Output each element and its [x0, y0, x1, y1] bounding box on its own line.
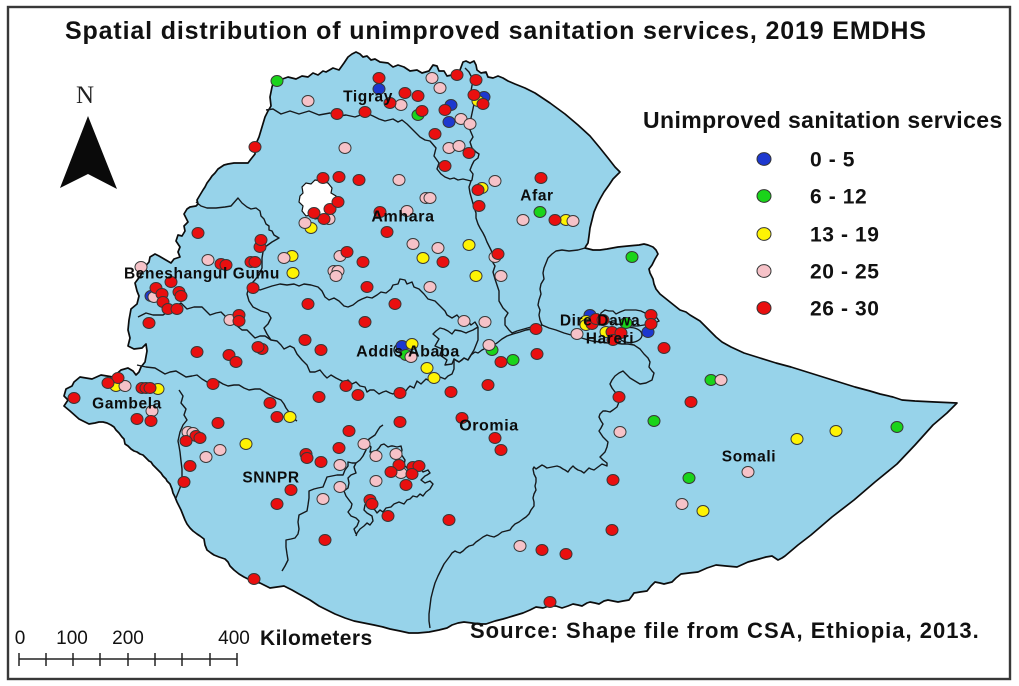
svg-text:Gambela: Gambela — [92, 396, 162, 413]
svg-text:26 - 30: 26 - 30 — [810, 298, 880, 321]
svg-text:Spatial distribution of unimpr: Spatial distribution of unimproved sanit… — [65, 17, 927, 45]
svg-text:400: 400 — [218, 628, 250, 649]
svg-text:Tigray: Tigray — [343, 89, 393, 106]
svg-text:Somali: Somali — [722, 449, 776, 466]
svg-text:Amhara: Amhara — [371, 209, 434, 226]
svg-text:Unimproved sanitation services: Unimproved sanitation services — [643, 107, 1003, 133]
svg-text:6 - 12: 6 - 12 — [810, 186, 867, 209]
svg-text:Kilometers: Kilometers — [260, 627, 373, 650]
svg-text:SNNPR: SNNPR — [242, 470, 299, 487]
svg-text:0 - 5: 0 - 5 — [810, 149, 855, 172]
svg-text:20 - 25: 20 - 25 — [810, 261, 880, 284]
svg-text:100: 100 — [56, 628, 88, 649]
svg-text:200: 200 — [112, 628, 144, 649]
svg-text:Dire Dawa: Dire Dawa — [560, 313, 640, 330]
svg-text:Hareri: Hareri — [586, 331, 634, 348]
svg-text:13 - 19: 13 - 19 — [810, 224, 880, 247]
svg-text:Source: Shape file from CSA, E: Source: Shape file from CSA, Ethiopia, 2… — [470, 618, 980, 643]
svg-text:N: N — [76, 82, 94, 109]
svg-text:Afar: Afar — [520, 188, 553, 205]
svg-text:0: 0 — [15, 628, 26, 649]
svg-text:Beneshangul Gumu: Beneshangul Gumu — [124, 266, 280, 283]
svg-text:Oromia: Oromia — [459, 418, 519, 435]
svg-text:Addis Ababa: Addis Ababa — [356, 344, 460, 361]
